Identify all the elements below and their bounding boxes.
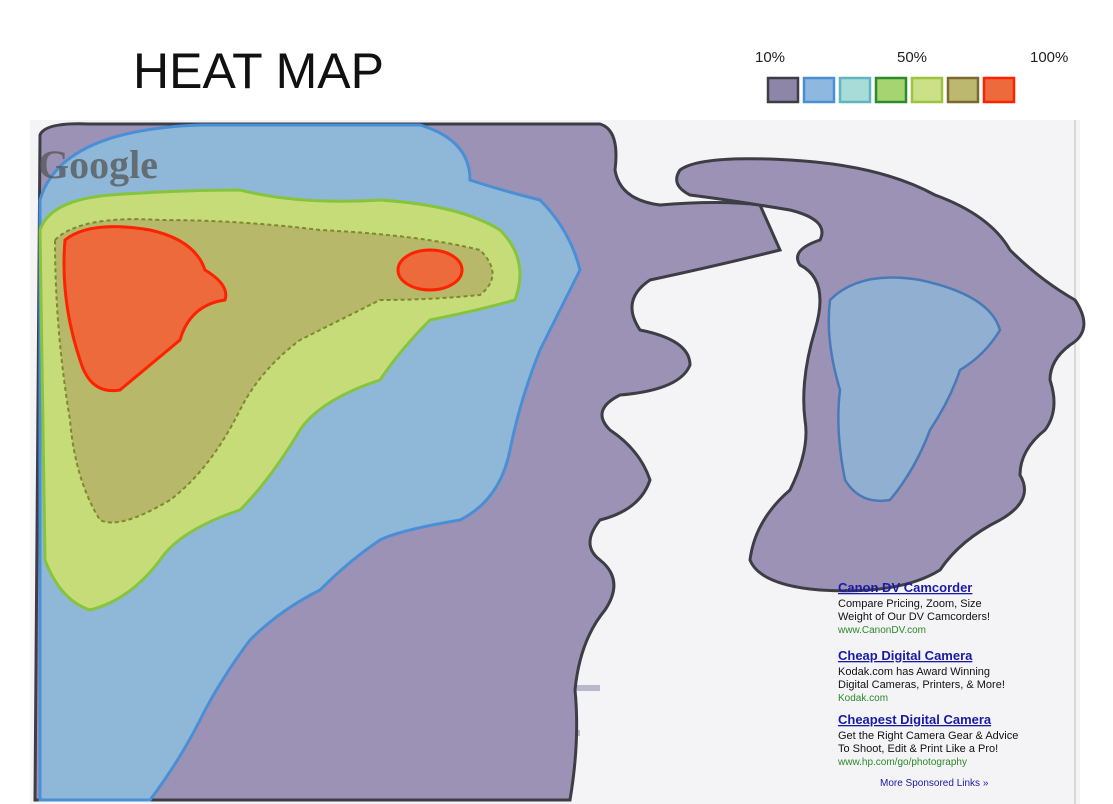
ad-line: To Shoot, Edit & Print Like a Pro! (838, 743, 998, 755)
ad-line: Get the Right Camera Gear & Advice (838, 730, 1018, 742)
heat-spot-hot (396, 248, 464, 292)
ad-title: Cheapest Digital Camera (838, 712, 992, 727)
ad-line: Kodak.com has Award Winning (838, 666, 990, 678)
legend-label: 50% (897, 49, 927, 66)
legend-swatches (766, 76, 1016, 104)
heat-region-mid-right (827, 276, 1002, 503)
logo: Google (38, 142, 158, 187)
ad-title: Cheap Digital Camera (838, 648, 973, 663)
ad-line: Compare Pricing, Zoom, Size (838, 598, 982, 610)
ad-url: www.hp.com/go/photography (837, 757, 967, 768)
heat-region-hot (62, 225, 228, 393)
legend-label: 10% (755, 49, 785, 66)
legend-label: 100% (1030, 49, 1068, 66)
ad-url: Kodak.com (838, 693, 888, 704)
ad-title: Canon DV Camcorder (838, 580, 972, 595)
ad-line: Weight of Our DV Camcorders! (838, 611, 990, 623)
ad-line: Digital Cameras, Printers, & More! (838, 679, 1005, 691)
ad-url: www.CanonDV.com (837, 625, 926, 636)
title: HEAT MAP (133, 43, 384, 99)
more-link[interactable]: More Sponsored Links » (880, 778, 989, 789)
